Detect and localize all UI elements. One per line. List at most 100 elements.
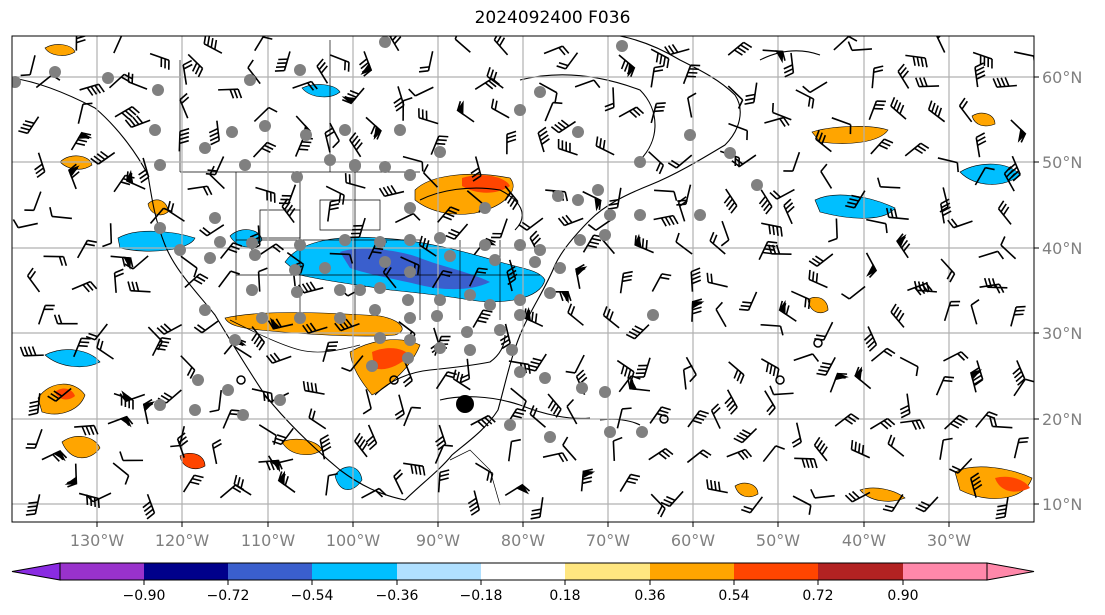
wind-barb: [562, 436, 577, 461]
wind-barb: [567, 303, 584, 326]
wind-barb: [854, 366, 872, 390]
wind-barb: [868, 100, 886, 121]
wind-barb: [899, 393, 911, 419]
station-dot: [402, 352, 414, 364]
station-dot: [394, 124, 406, 136]
wind-barb: [710, 403, 721, 429]
wind-barb: [793, 353, 820, 362]
wind-barb: [974, 62, 986, 88]
wind-barb: [252, 141, 277, 158]
wind-barb: [556, 52, 579, 70]
colorbar-tick-label: −0.72: [207, 588, 250, 604]
wind-barb: [272, 427, 294, 446]
station-dot: [434, 342, 446, 354]
station-dot: [504, 419, 516, 431]
wind-barb: [896, 233, 911, 259]
wind-barb: [850, 440, 871, 459]
wind-barb: [26, 267, 41, 293]
positive-region: [44, 44, 76, 56]
wind-barb: [997, 200, 1012, 225]
colorbar-tick-label: 0.18: [549, 588, 580, 604]
wind-barb: [682, 64, 701, 85]
wind-barb: [744, 82, 758, 105]
wind-barb: [726, 448, 753, 461]
station-dot: [634, 156, 646, 168]
wind-barb: [166, 200, 185, 222]
colorbar-segment: [144, 563, 228, 580]
wind-barb: [728, 122, 749, 141]
station-dot: [616, 40, 628, 52]
station-dot: [694, 209, 706, 221]
wind-barb: [418, 51, 434, 73]
wind-barb: [452, 369, 471, 391]
station-dot: [554, 262, 566, 274]
wind-barb: [25, 428, 43, 449]
graticule: [12, 36, 1034, 522]
station-dot: [374, 282, 386, 294]
wind-barb: [434, 444, 453, 464]
wind-barb: [543, 45, 570, 56]
wind-barb: [650, 65, 664, 88]
station-dot: [636, 426, 648, 438]
wind-barb: [324, 127, 335, 153]
wind-barb: [538, 82, 558, 103]
station-dot: [334, 284, 346, 296]
colorbar-tick-label: 0.90: [887, 588, 918, 604]
station-dot: [514, 366, 526, 378]
wind-barb: [810, 488, 835, 499]
wind-barb: [267, 455, 294, 465]
wind-barb: [454, 36, 471, 53]
wind-barb: [529, 230, 542, 256]
station-dot: [154, 399, 166, 411]
wind-barb: [667, 154, 693, 169]
wind-barb: [218, 270, 240, 288]
wind-barb: [829, 372, 849, 393]
latitude-label: 30°N: [1042, 324, 1082, 343]
wind-barb: [660, 490, 684, 508]
wind-barb: [43, 255, 68, 266]
station-dot: [174, 244, 186, 256]
calm-circle: [389, 375, 399, 385]
station-dot: [404, 312, 416, 324]
wind-barb: [989, 417, 1013, 429]
wind-barb: [651, 273, 672, 292]
wind-barb: [783, 151, 801, 172]
wind-barb: [870, 138, 894, 155]
station-dot: [366, 360, 378, 372]
wind-barb: [616, 359, 635, 382]
wind-barb: [758, 189, 773, 215]
wind-barb: [378, 184, 405, 198]
wind-barb: [972, 51, 993, 69]
wind-barb: [179, 92, 190, 119]
wind-barb: [566, 398, 578, 425]
wind-barb: [402, 361, 413, 388]
wind-barb: [506, 130, 517, 155]
wind-barb: [78, 492, 100, 509]
colorbar-segment: [650, 563, 734, 580]
wind-barb: [178, 127, 190, 152]
colorbar-tick-label: 0.36: [634, 588, 665, 604]
wind-barb: [393, 86, 405, 112]
wind-barb: [211, 438, 222, 465]
wind-barb: [792, 495, 812, 515]
wind-barb: [682, 364, 693, 390]
station-dot: [209, 212, 221, 224]
wind-barb: [944, 414, 968, 430]
positive-region: [971, 112, 996, 127]
wind-barb: [445, 223, 469, 240]
wind-barb: [518, 217, 544, 231]
shaded-field-layer: [37, 44, 1033, 502]
coastline-layer: [12, 36, 821, 501]
wind-barb: [456, 100, 475, 123]
wind-barb: [422, 164, 439, 188]
wind-barb: [844, 490, 871, 503]
wind-barb: [187, 185, 213, 196]
wind-barb: [138, 157, 150, 184]
wind-barb: [199, 224, 225, 237]
wind-barb: [816, 356, 836, 376]
wind-barb: [958, 97, 973, 123]
wind-barb: [604, 87, 615, 112]
wind-barb: [686, 449, 712, 464]
wind-barb: [728, 361, 745, 384]
wind-barb: [687, 92, 697, 118]
